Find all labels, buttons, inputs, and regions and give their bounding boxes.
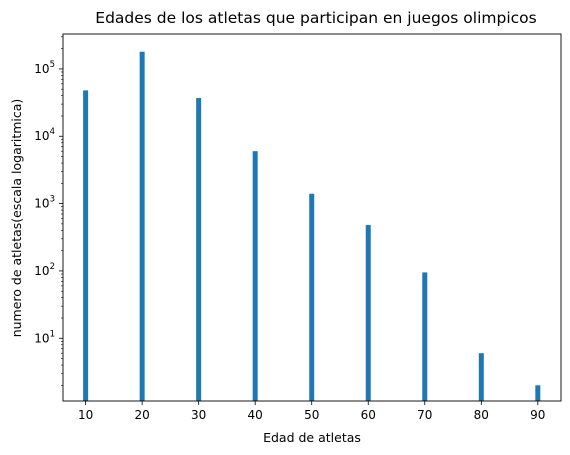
chart-title: Edades de los atletas que participan en … — [95, 9, 536, 27]
x-tick-label: 80 — [474, 408, 489, 422]
bar-80 — [478, 353, 484, 401]
y-axis-ticks: 101 102 103 104 105 — [34, 36, 63, 386]
x-axis-ticks: 10 20 30 40 50 60 70 80 90 — [78, 401, 545, 422]
x-tick-label: 50 — [304, 408, 319, 422]
x-tick-label: 20 — [134, 408, 149, 422]
bar-50 — [309, 193, 315, 401]
y-axis-label: numero de atletas(escala logaritmica) — [9, 99, 24, 338]
plot-frame — [62, 33, 562, 402]
bars-group — [83, 51, 541, 402]
bar-40 — [252, 151, 258, 401]
x-axis-label: Edad de atletas — [263, 430, 361, 445]
y-tick-label: 103 — [34, 195, 55, 211]
x-tick-label: 10 — [78, 408, 93, 422]
x-tick-label: 60 — [361, 408, 376, 422]
bar-30 — [196, 97, 202, 402]
bar-90 — [535, 385, 541, 401]
x-tick-label: 90 — [530, 408, 545, 422]
x-tick-label: 70 — [417, 408, 432, 422]
bar-60 — [365, 225, 371, 401]
y-tick-label: 105 — [34, 60, 55, 76]
x-tick-label: 40 — [248, 408, 263, 422]
bar-10 — [83, 90, 89, 401]
bar-20 — [139, 51, 145, 401]
y-tick-label: 101 — [34, 329, 55, 345]
y-tick-label: 102 — [34, 262, 55, 278]
x-tick-label: 30 — [191, 408, 206, 422]
bar-70 — [422, 272, 428, 401]
y-tick-label: 104 — [34, 127, 55, 143]
